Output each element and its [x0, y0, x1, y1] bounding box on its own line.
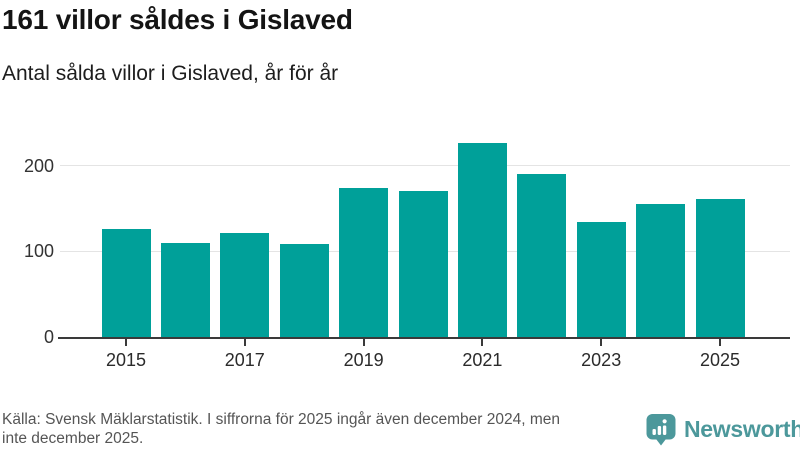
x-axis-tick-label-2015: 2015 — [105, 350, 147, 370]
x-axis-tick-2021 — [481, 339, 484, 346]
x-axis-tick-label-2023: 2023 — [581, 350, 622, 370]
x-axis-tick-label-2025: 2025 — [699, 350, 741, 370]
bar-2019 — [339, 187, 389, 337]
chart-subtitle: Antal sålda villor i Gislaved, år för år — [2, 62, 339, 85]
y-axis-tick-label-100: 100 — [23, 241, 54, 262]
brand-name: Newsworthy — [684, 416, 800, 442]
bar-2016 — [160, 242, 210, 337]
chart-title: 161 villor såldes i Gislaved — [2, 4, 353, 35]
y-axis-tick-label-200: 200 — [23, 155, 54, 176]
bar-2015 — [101, 229, 151, 337]
bar-2022 — [517, 174, 567, 337]
bar-chart: 0 100 200 2015 2017 2019 2021 2023 2025 — [23, 142, 790, 370]
x-axis-tick-2019 — [362, 339, 365, 346]
gridline-y-200 — [60, 165, 790, 167]
bar-2017 — [220, 233, 270, 337]
bar-2018 — [279, 244, 329, 337]
x-axis-line — [58, 337, 790, 339]
y-axis-tick-label-0: 0 — [43, 327, 54, 347]
x-axis-tick-2023 — [600, 339, 603, 346]
x-axis-tick-label-2019: 2019 — [343, 350, 384, 370]
bar-2023 — [576, 222, 626, 337]
x-axis-tick-2015 — [125, 339, 127, 346]
bar-2025 — [695, 199, 745, 337]
x-axis-tick-2017 — [243, 339, 246, 346]
source-line-2: inte december 2025. — [2, 430, 144, 447]
source-line-1: Källa: Svensk Mäklarstatistik. I siffror… — [2, 411, 560, 428]
bar-2024 — [636, 204, 686, 337]
source-attribution: Källa: Svensk Mäklarstatistik. I siffror… — [2, 410, 560, 448]
x-axis-tick-label-2017: 2017 — [224, 350, 265, 370]
x-axis-tick-label-2021: 2021 — [462, 350, 503, 370]
x-axis-tick-2025 — [719, 339, 721, 346]
bar-chart-speech-bubble-icon — [645, 413, 677, 446]
newsworthy-logo: Newsworthy — [645, 413, 800, 446]
bar-2021 — [457, 142, 507, 337]
bar-2020 — [398, 191, 448, 337]
